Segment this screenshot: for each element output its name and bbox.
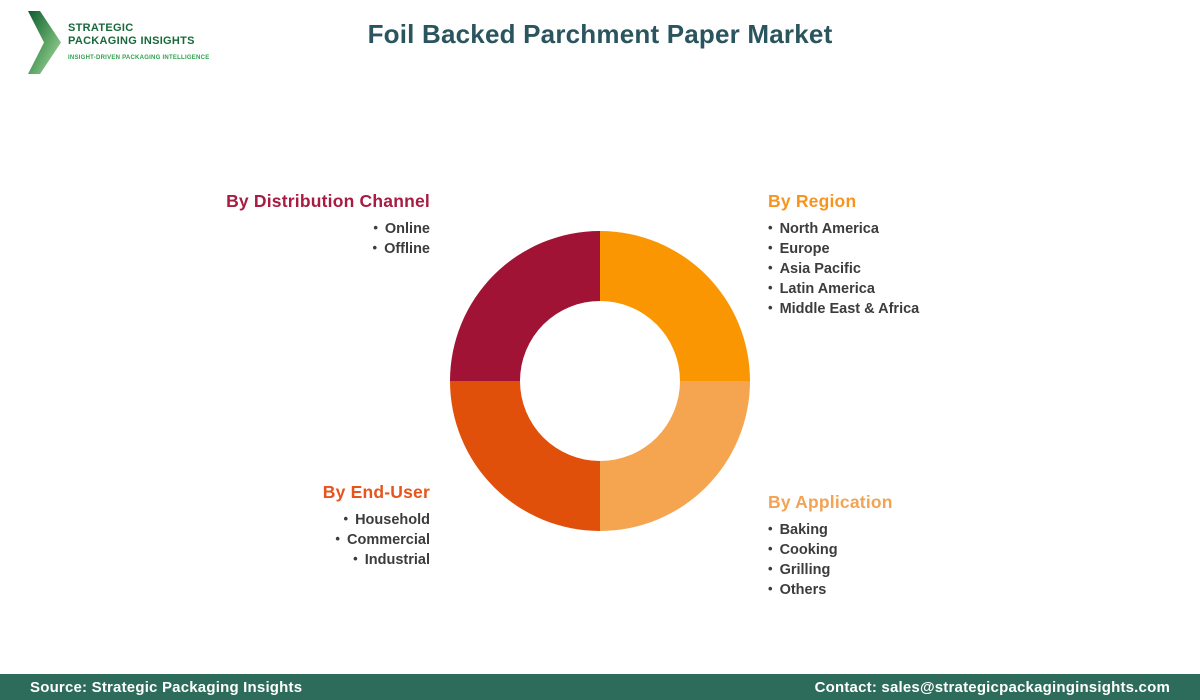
legend-item: • Baking — [768, 520, 893, 540]
legend-item-label: North America — [779, 221, 879, 237]
bullet-icon: • — [768, 220, 773, 235]
bullet-icon: • — [335, 531, 340, 546]
bullet-icon: • — [768, 561, 773, 576]
segment-item-list: • North America • Europe • Asia Pacific • Latin… — [768, 219, 919, 319]
legend-item-label: Commercial — [346, 532, 430, 548]
segment-label-group-distribution-channel: By Distribution Channel • Online • Offline — [226, 190, 430, 259]
legend-item-label: Others — [779, 582, 827, 598]
legend-item: • Offline — [226, 239, 430, 259]
legend-item: • Others — [768, 580, 893, 600]
legend-item: • Industrial — [323, 550, 430, 570]
segment-heading-distribution-channel: By Distribution Channel — [226, 191, 430, 211]
segment-item-list: • Online • Offline — [226, 219, 430, 259]
bullet-icon: • — [353, 551, 358, 566]
brand-name-line2: PACKAGING INSIGHTS — [68, 34, 195, 47]
legend-item-label: Offline — [384, 241, 430, 257]
legend-item: • Europe — [768, 239, 919, 259]
donut-segment-distribution-channel — [450, 231, 600, 381]
legend-item-label: Industrial — [364, 552, 430, 568]
donut-segment-enduser — [450, 381, 600, 531]
bullet-icon: • — [343, 511, 349, 526]
brand-logo: STRATEGIC PACKAGING INSIGHTS INSIGHT-DRI… — [28, 11, 209, 74]
bullet-icon: • — [768, 260, 773, 275]
legend-item: • Cooking — [768, 540, 893, 560]
legend-item-label: Latin America — [779, 281, 875, 297]
footer-contact: Contact: sales@strategicpackaginginsight… — [814, 678, 1170, 696]
segment-label-group-region: By Region • North America • Europe • Asia Pac… — [768, 190, 919, 319]
footer-bar: Source: Strategic Packaging Insights Con… — [0, 674, 1200, 700]
legend-item-label: Cooking — [779, 542, 838, 558]
legend-item-label: Europe — [779, 241, 830, 257]
brand-name-line1: STRATEGIC — [68, 22, 134, 34]
legend-item-label: Middle East & Africa — [779, 301, 920, 317]
donut-chart — [450, 231, 750, 531]
segment-item-list: • Household • Commercial • Industrial — [323, 510, 430, 570]
legend-item-label: Asia Pacific — [779, 261, 861, 277]
legend-item: • Middle East & Africa — [768, 299, 919, 319]
bullet-icon: • — [768, 581, 773, 596]
legend-item-label: Grilling — [779, 562, 831, 578]
bullet-icon: • — [768, 280, 773, 295]
legend-item: • Latin America — [768, 279, 919, 299]
legend-item-label: Online — [384, 221, 430, 237]
bullet-icon: • — [768, 521, 773, 536]
bullet-icon: • — [768, 300, 773, 315]
segment-heading-region: By Region — [768, 191, 857, 211]
donut-segment-region — [600, 231, 750, 381]
footer-source: Source: Strategic Packaging Insights — [30, 678, 303, 696]
bullet-icon: • — [373, 220, 378, 235]
bullet-icon: • — [768, 240, 773, 255]
segment-heading-application: By Application — [768, 492, 893, 512]
legend-item-label: Baking — [779, 522, 828, 538]
chevron-logo-icon — [28, 11, 61, 74]
legend-item: • Asia Pacific — [768, 259, 919, 279]
legend-item: • Household — [323, 510, 430, 530]
legend-item: • Grilling — [768, 560, 893, 580]
page-title: Foil Backed Parchment Paper Market — [367, 19, 833, 49]
legend-item: • Commercial — [323, 530, 430, 550]
segment-item-list: • Baking • Cooking • Grilling • Others — [768, 520, 893, 600]
donut-segment-application — [600, 381, 750, 531]
brand-tagline: INSIGHT-DRIVEN PACKAGING INTELLIGENCE — [68, 55, 210, 61]
legend-item: • North America — [768, 219, 919, 239]
legend-item-label: Household — [355, 512, 430, 528]
brand-logo-text: STRATEGIC PACKAGING INSIGHTS INSIGHT-DRI… — [68, 11, 209, 61]
bullet-icon: • — [768, 541, 773, 556]
segment-heading-enduser: By End-User — [322, 482, 430, 502]
segment-label-group-application: By Application • Baking • Cooking • Grilling •… — [768, 491, 893, 600]
legend-item: • Online — [226, 219, 430, 239]
bullet-icon: • — [372, 240, 378, 255]
segment-label-group-enduser: By End-User • Household • Commercial • Indust… — [323, 481, 430, 570]
